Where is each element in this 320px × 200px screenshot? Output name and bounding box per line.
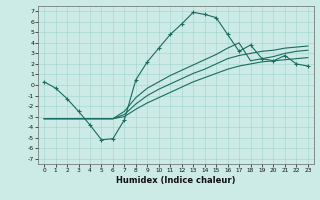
X-axis label: Humidex (Indice chaleur): Humidex (Indice chaleur) xyxy=(116,176,236,185)
